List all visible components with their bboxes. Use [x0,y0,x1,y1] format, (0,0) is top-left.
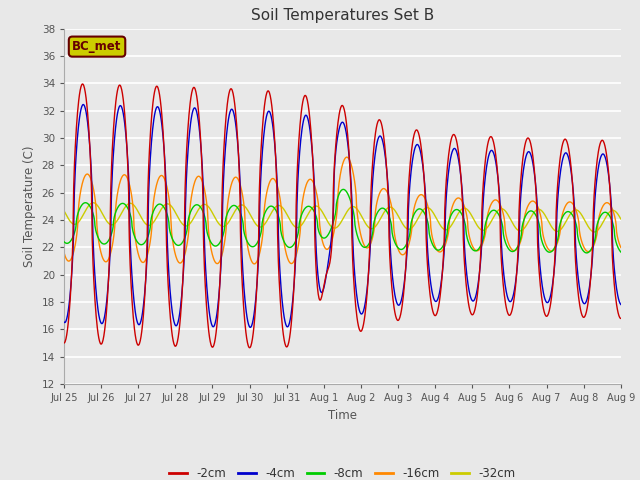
Text: BC_met: BC_met [72,40,122,53]
Legend: -2cm, -4cm, -8cm, -16cm, -32cm: -2cm, -4cm, -8cm, -16cm, -32cm [164,462,520,480]
Y-axis label: Soil Temperature (C): Soil Temperature (C) [23,145,36,267]
Title: Soil Temperatures Set B: Soil Temperatures Set B [251,9,434,24]
X-axis label: Time: Time [328,408,357,421]
